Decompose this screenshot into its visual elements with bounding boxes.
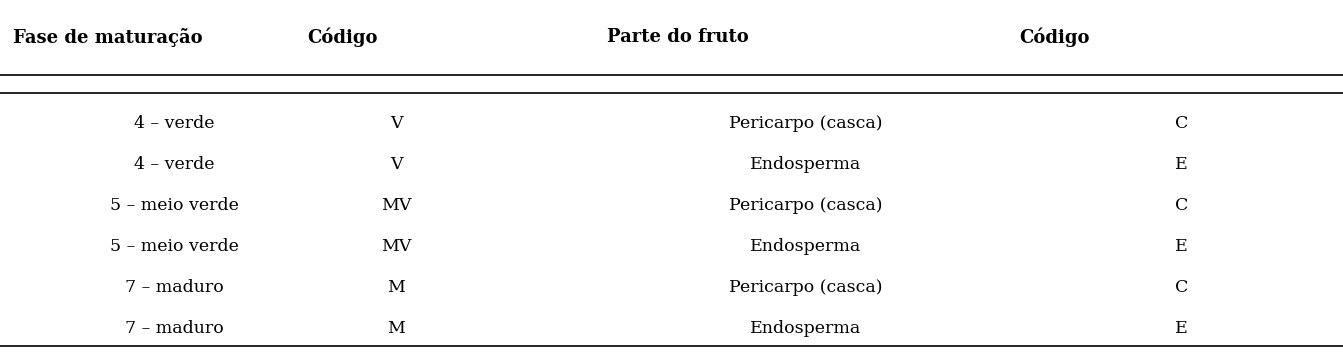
Text: Pericarpo (casca): Pericarpo (casca) xyxy=(729,197,882,214)
Text: Endosperma: Endosperma xyxy=(751,320,861,337)
Text: Endosperma: Endosperma xyxy=(751,156,861,173)
Text: 5 – meio verde: 5 – meio verde xyxy=(110,238,239,255)
Text: M: M xyxy=(387,279,406,296)
Text: Fase de maturação: Fase de maturação xyxy=(13,28,203,47)
Text: Pericarpo (casca): Pericarpo (casca) xyxy=(729,279,882,296)
Text: C: C xyxy=(1175,197,1189,214)
Text: 4 – verde: 4 – verde xyxy=(134,115,215,132)
Text: 7 – maduro: 7 – maduro xyxy=(125,279,224,296)
Text: E: E xyxy=(1175,320,1189,337)
Text: 7 – maduro: 7 – maduro xyxy=(125,320,224,337)
Text: Código: Código xyxy=(1019,28,1089,47)
Text: 4 – verde: 4 – verde xyxy=(134,156,215,173)
Text: V: V xyxy=(389,115,403,132)
Text: E: E xyxy=(1175,156,1189,173)
Text: Parte do fruto: Parte do fruto xyxy=(607,29,749,46)
Text: M: M xyxy=(387,320,406,337)
Text: MV: MV xyxy=(381,197,411,214)
Text: MV: MV xyxy=(381,238,411,255)
Text: C: C xyxy=(1175,115,1189,132)
Text: Código: Código xyxy=(308,28,377,47)
Text: 5 – meio verde: 5 – meio verde xyxy=(110,197,239,214)
Text: E: E xyxy=(1175,238,1189,255)
Text: Endosperma: Endosperma xyxy=(751,238,861,255)
Text: V: V xyxy=(389,156,403,173)
Text: C: C xyxy=(1175,279,1189,296)
Text: Pericarpo (casca): Pericarpo (casca) xyxy=(729,115,882,132)
